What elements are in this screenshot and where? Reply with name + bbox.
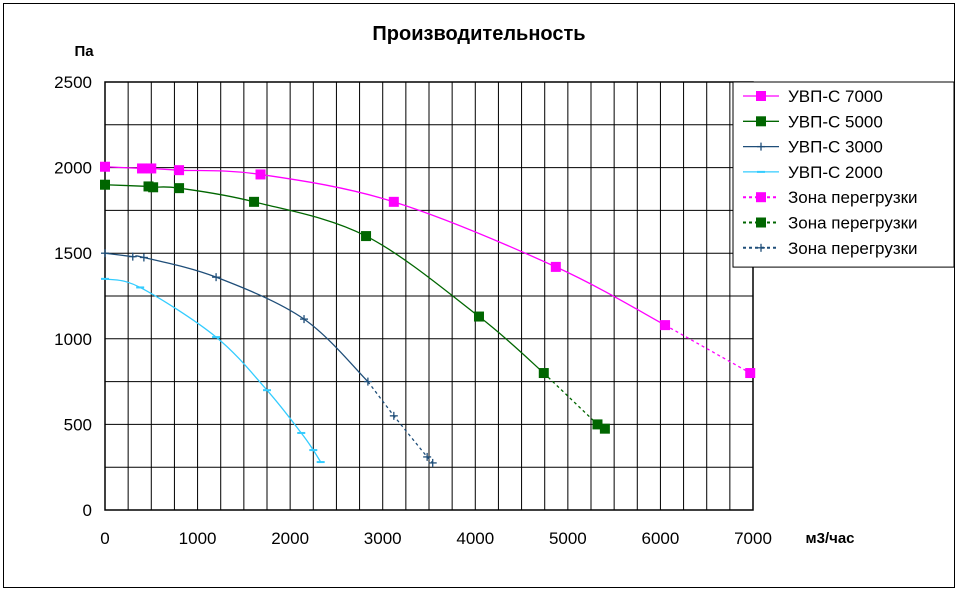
- series-7: [367, 381, 437, 467]
- legend-item: Зона перегрузки: [743, 239, 918, 258]
- x-tick-label: 5000: [549, 529, 587, 548]
- data-point: [146, 163, 157, 174]
- y-axis-label: Па: [74, 43, 94, 60]
- series-2: [100, 179, 549, 379]
- data-point: [389, 411, 398, 420]
- data-point: [473, 311, 484, 322]
- y-tick-label: 0: [83, 501, 92, 520]
- data-point: [550, 261, 561, 272]
- data-point: [388, 196, 399, 207]
- data-point: [101, 249, 109, 258]
- data-point: [255, 169, 266, 180]
- data-point: [100, 179, 110, 190]
- x-tick-label: 2000: [271, 529, 309, 548]
- legend-item: УВП-С 2000: [743, 163, 883, 182]
- data-point: [139, 253, 148, 262]
- data-point: [148, 182, 159, 193]
- legend-label: Зона перегрузки: [788, 214, 918, 233]
- legend-label: УВП-С 2000: [788, 163, 883, 182]
- legend-swatch-marker: [757, 243, 765, 252]
- data-point: [428, 458, 437, 467]
- legend-swatch-marker: [756, 217, 766, 228]
- series-line: [104, 278, 322, 463]
- data-point: [300, 315, 309, 324]
- y-tick-label: 2000: [54, 159, 92, 178]
- grid: [105, 82, 753, 510]
- data-point: [174, 183, 185, 194]
- legend-label: УВП-С 5000: [788, 112, 883, 131]
- series-4: [101, 277, 325, 464]
- data-point: [137, 163, 148, 174]
- data-point: [100, 161, 110, 172]
- legend-box: [732, 81, 955, 268]
- series-line: [664, 324, 751, 374]
- data-point: [249, 196, 260, 207]
- legend-item: УВП-С 7000: [743, 87, 883, 106]
- legend-item: УВП-С 5000: [743, 112, 883, 131]
- plot-area-border: [104, 81, 754, 511]
- legend-item: Зона перегрузки: [743, 188, 918, 207]
- x-axis-label: м3/час: [806, 530, 855, 547]
- data-point: [174, 165, 185, 176]
- series-line: [104, 252, 369, 383]
- series-line: [104, 184, 545, 374]
- legend-item: Зона перегрузки: [743, 214, 918, 233]
- legend-label: Зона перегрузки: [788, 188, 918, 207]
- data-point: [128, 252, 137, 261]
- y-tick-label: 1500: [54, 244, 92, 263]
- data-point: [361, 231, 372, 242]
- x-tick-label: 6000: [642, 529, 680, 548]
- series-1: [100, 161, 671, 331]
- y-tick-label: 1000: [54, 330, 92, 349]
- legend-item: УВП-С 3000: [743, 138, 883, 157]
- series-line: [104, 166, 666, 326]
- data-point: [423, 452, 432, 461]
- y-tick-label: 500: [64, 415, 92, 434]
- x-tick-label: 4000: [456, 529, 494, 548]
- legend: УВП-С 7000 УВП-С 5000 УВП-С 3000 УВП-С 2000…: [732, 81, 955, 268]
- series-3: [101, 249, 372, 386]
- x-tick-label: 7000: [734, 529, 772, 548]
- legend-label: УВП-С 7000: [788, 87, 883, 106]
- legend-label: УВП-С 3000: [788, 138, 883, 157]
- x-tick-label: 3000: [364, 529, 402, 548]
- series-line: [367, 381, 434, 464]
- series: [100, 161, 756, 467]
- legend-swatch-marker: [756, 91, 766, 101]
- axis-ticks: 0 1000 2000 3000 4000 5000 6000 7000 0 500 1000 150…: [54, 73, 772, 548]
- y-tick-label: 2500: [54, 73, 92, 92]
- legend-swatch-marker: [757, 142, 765, 151]
- legend-swatch-marker: [756, 192, 766, 203]
- data-point: [745, 368, 756, 379]
- series-6: [543, 372, 610, 434]
- x-tick-label: 1000: [179, 529, 217, 548]
- data-point: [599, 423, 610, 434]
- data-point: [212, 273, 221, 282]
- legend-label: Зона перегрузки: [788, 239, 918, 258]
- legend-swatch-marker: [756, 116, 766, 127]
- series-5: [664, 324, 756, 379]
- x-tick-label: 0: [100, 529, 109, 548]
- chart-title: Производительность: [372, 23, 585, 45]
